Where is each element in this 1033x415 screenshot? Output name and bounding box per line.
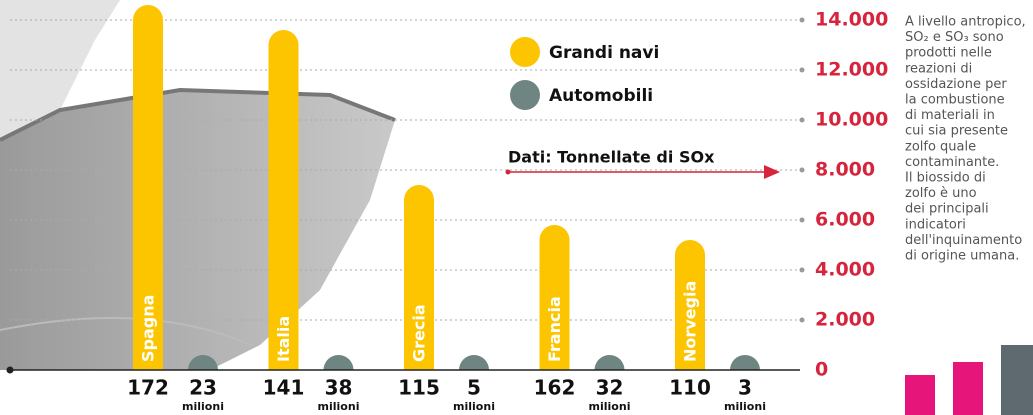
axis-dot: [7, 367, 14, 374]
y-tick-label: 4.000: [815, 259, 875, 281]
grid-dot: [800, 18, 805, 23]
category-label: Grecia: [410, 304, 429, 362]
ships-label: 162: [534, 376, 576, 400]
y-tick-label: 0: [815, 359, 828, 381]
bar: [595, 355, 625, 370]
cars-label: 32: [596, 376, 624, 400]
decor: [953, 362, 983, 415]
side-text-line: ossidazione per: [905, 77, 1007, 92]
grid-dot: [800, 118, 805, 123]
side-text-line: SO₂ e SO₃ sono: [905, 30, 1004, 45]
grid-dot: [800, 218, 805, 223]
decor: [905, 375, 935, 415]
grid-dot: [800, 168, 805, 173]
side-text-line: reazioni di: [905, 61, 972, 76]
chart: Spagna Italia Grecia Francia Norvegia Grandi…: [0, 0, 1033, 415]
side-text-line: la combustione: [905, 93, 1005, 108]
unit-label: milioni: [318, 400, 360, 413]
category-label: Norvegia: [681, 281, 700, 362]
side-text-line: indicatori: [905, 217, 966, 232]
legend-label: Automobili: [549, 86, 653, 106]
ships-label: 172: [127, 376, 169, 400]
category-label: Spagna: [139, 295, 158, 362]
y-tick-label: 10.000: [815, 109, 888, 131]
unit-label: milioni: [453, 400, 495, 413]
legend-swatch: [510, 80, 540, 110]
side-text-line: A livello antropico,: [905, 15, 1026, 30]
annotation: Dati: Tonnellate di SOx: [508, 148, 715, 167]
side-text-line: zolfo è uno: [905, 186, 977, 201]
decor: [1001, 345, 1033, 415]
grid-dot: [800, 68, 805, 73]
side-text-line: prodotti nelle: [905, 46, 992, 61]
side-text: A livello antropico,SO₂ e SO₃ sonoprodot…: [905, 15, 1026, 264]
y-tick-label: 14.000: [815, 9, 888, 31]
side-text-line: dell'inquinamento: [905, 233, 1022, 248]
arrow-head: [764, 165, 780, 179]
legend-swatch: [510, 37, 540, 67]
side-text-line: zolfo quale: [905, 139, 976, 154]
cars-label: 23: [189, 376, 217, 400]
side-text-line: cui sia presente: [905, 124, 1008, 139]
ships-label: 115: [398, 376, 440, 400]
y-tick-label: 12.000: [815, 59, 888, 81]
bar: [730, 355, 760, 370]
annotation-dot: [506, 170, 511, 175]
y-tick-label: 6.000: [815, 209, 875, 231]
unit-label: milioni: [724, 400, 766, 413]
ships-label: 110: [669, 376, 711, 400]
page: {"chart_data": {"type": "bar", "categori…: [0, 0, 1033, 415]
bar: [324, 355, 354, 370]
side-text-line: di origine umana.: [905, 249, 1019, 264]
legend: Grandi navi Automobili: [510, 37, 659, 110]
side-text-line: contaminante.: [905, 155, 999, 170]
category-label: Francia: [545, 296, 564, 362]
y-tick-label: 2.000: [815, 309, 875, 331]
grid-dot: [800, 268, 805, 273]
category-label: Italia: [274, 316, 293, 362]
ships-label: 141: [263, 376, 305, 400]
side-text-line: di materiali in: [905, 108, 995, 123]
ship-photo: [0, 0, 395, 370]
cars-label: 5: [467, 376, 481, 400]
bar: [459, 355, 489, 370]
side-text-line: dei principali: [905, 202, 989, 217]
y-tick-label: 8.000: [815, 159, 875, 181]
side-text-line: Il biossido di: [905, 171, 986, 186]
cars-label: 3: [738, 376, 752, 400]
legend-label: Grandi navi: [549, 43, 659, 63]
grid-dot: [800, 318, 805, 323]
unit-label: milioni: [589, 400, 631, 413]
cars-label: 38: [325, 376, 353, 400]
unit-label: milioni: [182, 400, 224, 413]
